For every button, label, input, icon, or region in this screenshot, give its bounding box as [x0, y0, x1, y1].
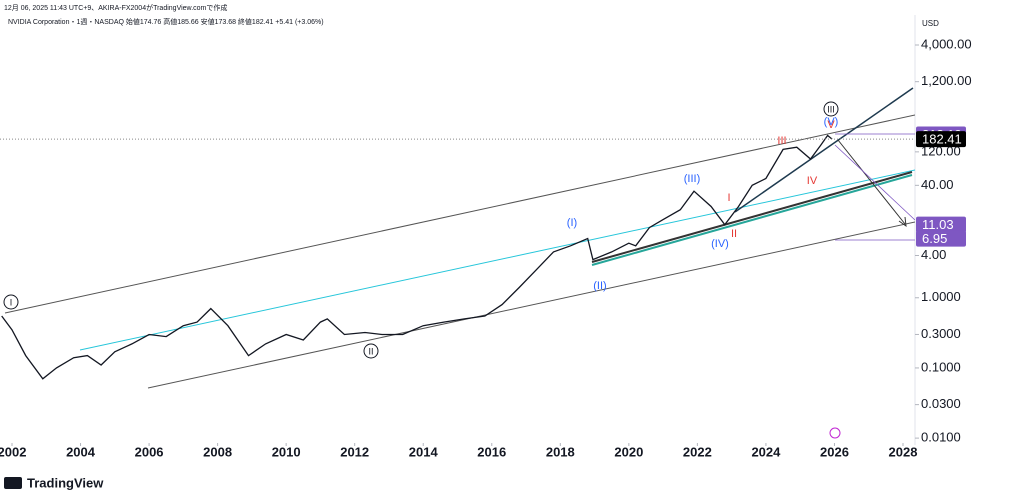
x-tick-label: 2012: [340, 444, 369, 459]
plot-area: [0, 134, 915, 380]
y-tick-label: 1.0000: [921, 289, 961, 304]
y-tick-label: 1,200.00: [921, 73, 972, 88]
wave-label: I: [727, 192, 730, 204]
trend-line: [79, 169, 915, 351]
currency: USD: [922, 19, 939, 28]
x-tick-label: 2010: [272, 444, 301, 459]
y-tick-label: 4,000.00: [921, 36, 972, 51]
trend-line: [4, 114, 915, 314]
trend-line: [147, 221, 915, 389]
wave-label: IV: [807, 175, 818, 187]
x-tick-label: 2024: [751, 444, 781, 459]
x-tick-label: 2014: [409, 444, 439, 459]
price-line: [1, 134, 833, 380]
x-tick-label: 2016: [477, 444, 506, 459]
wave-label: (V): [824, 116, 839, 128]
wave-label: V: [827, 119, 835, 131]
x-tick-label: 2026: [820, 444, 849, 459]
x-tick-label: 2022: [683, 444, 712, 459]
y-tick-label: 4.00: [921, 247, 946, 262]
arrow-head: [898, 216, 907, 228]
y-tick-label: 0.3000: [921, 326, 961, 341]
trend-line: [734, 87, 914, 213]
wave-label: (II): [593, 280, 606, 292]
x-tick-label: 2018: [546, 444, 575, 459]
brand: TradingView: [27, 475, 104, 490]
wave-label: I: [10, 297, 13, 307]
x-tick-label: 2002: [0, 444, 26, 459]
x-tick-label: 2006: [135, 444, 164, 459]
logo-icon: [4, 477, 22, 489]
wave-label: III: [827, 104, 835, 114]
event-icon: [829, 427, 841, 439]
wave-label: III: [777, 135, 786, 147]
wave-label: II: [731, 228, 737, 240]
price-tag: [916, 216, 966, 233]
symbol-info: NVIDIA Corporation・1週・NASDAQ 始値174.76 高値…: [8, 17, 324, 26]
drawings: [4, 87, 915, 389]
wave-circle: [3, 294, 19, 310]
x-tick-label: 2008: [203, 444, 232, 459]
trend-line: [591, 171, 913, 263]
wave-label: (IV): [711, 238, 729, 250]
y-tick-label: 0.0100: [921, 430, 961, 445]
wave-label: II: [368, 346, 373, 356]
price-tag-label: 182.41: [922, 132, 962, 147]
y-tick-label: 40.00: [921, 177, 954, 192]
price-tag: [916, 230, 966, 247]
wave-circle: [823, 101, 839, 117]
wave-label: (I): [567, 217, 577, 229]
trend-line: [591, 174, 913, 266]
y-tick-label: 0.0300: [921, 396, 961, 411]
header-meta: 12月 06, 2025 11:43 UTC+9、AKIRA-FX2004がTr…: [4, 3, 227, 12]
wave-label: (III): [684, 173, 701, 185]
wave-circle: [363, 343, 379, 359]
projection-line: [834, 144, 915, 221]
arrow: [837, 139, 906, 225]
x-tick-label: 2004: [66, 444, 96, 459]
price-tag: [916, 131, 966, 148]
price-tag-label: 6.95: [922, 231, 947, 246]
x-tick-label: 2020: [614, 444, 643, 459]
price-tag-label: 11.03: [922, 217, 954, 232]
y-tick-label: 0.1000: [921, 359, 961, 374]
x-tick-label: 2028: [889, 444, 918, 459]
